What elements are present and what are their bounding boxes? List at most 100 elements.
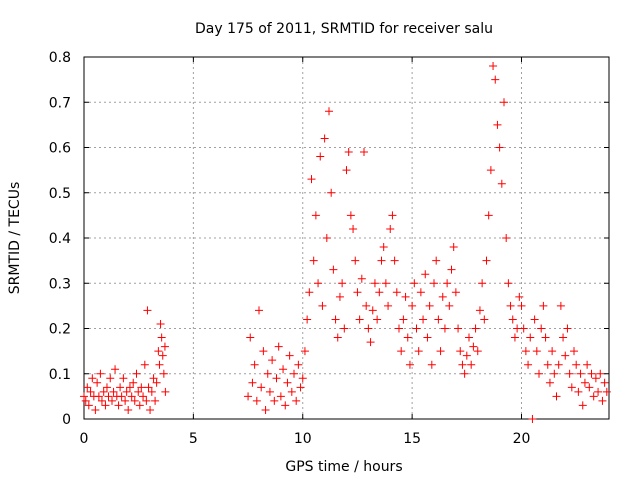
y-tick-label: 0.5	[49, 186, 71, 202]
data-point	[419, 315, 428, 324]
data-point	[480, 315, 489, 324]
data-point	[535, 369, 543, 378]
data-point	[574, 387, 583, 396]
data-point	[506, 301, 515, 310]
data-point	[333, 333, 342, 342]
data-point	[526, 333, 535, 342]
data-point	[384, 301, 393, 310]
data-point	[305, 288, 314, 297]
data-point	[316, 152, 325, 161]
data-point	[412, 324, 421, 333]
data-point	[583, 360, 592, 369]
data-point	[318, 301, 327, 310]
data-point	[349, 224, 358, 233]
data-point	[157, 333, 166, 342]
data-point	[565, 369, 574, 378]
data-point	[290, 369, 298, 378]
data-point	[486, 166, 495, 175]
data-point	[489, 62, 498, 71]
data-point	[146, 405, 155, 414]
data-point	[423, 333, 432, 342]
data-point	[524, 360, 533, 369]
data-point	[537, 324, 546, 333]
data-point	[119, 374, 128, 383]
data-point	[572, 360, 581, 369]
data-point	[151, 396, 160, 405]
data-point	[500, 98, 508, 107]
data-point	[602, 387, 611, 396]
data-point	[130, 396, 139, 405]
data-point	[342, 166, 351, 175]
y-tick-label: 0.3	[49, 276, 71, 292]
data-point	[274, 342, 283, 351]
data-point	[554, 360, 563, 369]
y-tick-label: 0	[62, 412, 71, 428]
data-point	[137, 383, 146, 392]
data-point	[493, 120, 502, 129]
data-points	[80, 62, 611, 423]
data-point	[106, 374, 115, 383]
data-point	[403, 333, 412, 342]
data-point	[149, 374, 158, 383]
data-point	[357, 274, 366, 283]
y-tick-label: 0.1	[49, 367, 71, 383]
grid	[84, 57, 609, 419]
data-point	[543, 360, 552, 369]
data-point	[283, 378, 292, 387]
data-point	[268, 356, 277, 365]
x-tick-label: 20	[513, 431, 531, 447]
data-point	[276, 392, 285, 401]
data-point	[329, 265, 338, 274]
data-point	[449, 243, 458, 252]
data-point	[594, 387, 603, 396]
data-point	[600, 378, 609, 387]
data-point	[425, 301, 434, 310]
data-point	[456, 347, 465, 356]
data-point	[104, 392, 113, 401]
data-point	[550, 369, 559, 378]
data-point	[314, 279, 323, 288]
data-point	[298, 374, 307, 383]
data-point	[259, 347, 268, 356]
data-point	[504, 279, 513, 288]
data-point	[129, 378, 138, 387]
data-point	[502, 234, 511, 242]
x-axis-label: GPS time / hours	[285, 459, 402, 475]
data-point	[410, 279, 419, 288]
data-point	[156, 319, 165, 328]
data-point	[462, 351, 471, 360]
data-point	[458, 360, 467, 369]
data-point	[530, 315, 539, 324]
data-point	[320, 134, 329, 143]
data-point	[515, 292, 524, 301]
data-point	[144, 383, 153, 392]
data-point	[589, 392, 598, 401]
data-point	[331, 315, 340, 324]
data-point	[292, 396, 301, 405]
data-point	[397, 347, 406, 356]
data-point	[142, 396, 151, 405]
data-point	[570, 347, 578, 356]
data-point	[346, 211, 355, 220]
data-point	[154, 347, 163, 356]
data-point	[344, 148, 353, 157]
data-point	[576, 369, 585, 378]
data-point	[436, 347, 445, 356]
y-axis-label: SRMTID / TECUs	[7, 182, 23, 295]
chart-title: Day 175 of 2011, SRMTID for receiver sal…	[195, 21, 493, 37]
data-point	[539, 301, 548, 310]
data-point	[591, 374, 600, 383]
data-point	[325, 107, 333, 116]
data-point	[99, 387, 108, 396]
data-point	[114, 401, 123, 410]
data-point	[351, 256, 360, 265]
data-point	[159, 369, 168, 378]
data-point	[377, 256, 386, 265]
data-point	[91, 405, 100, 414]
data-point	[421, 270, 430, 279]
data-point	[311, 211, 320, 220]
data-point	[263, 369, 272, 378]
data-point	[147, 387, 156, 396]
data-point	[322, 234, 331, 242]
data-point	[567, 383, 576, 392]
